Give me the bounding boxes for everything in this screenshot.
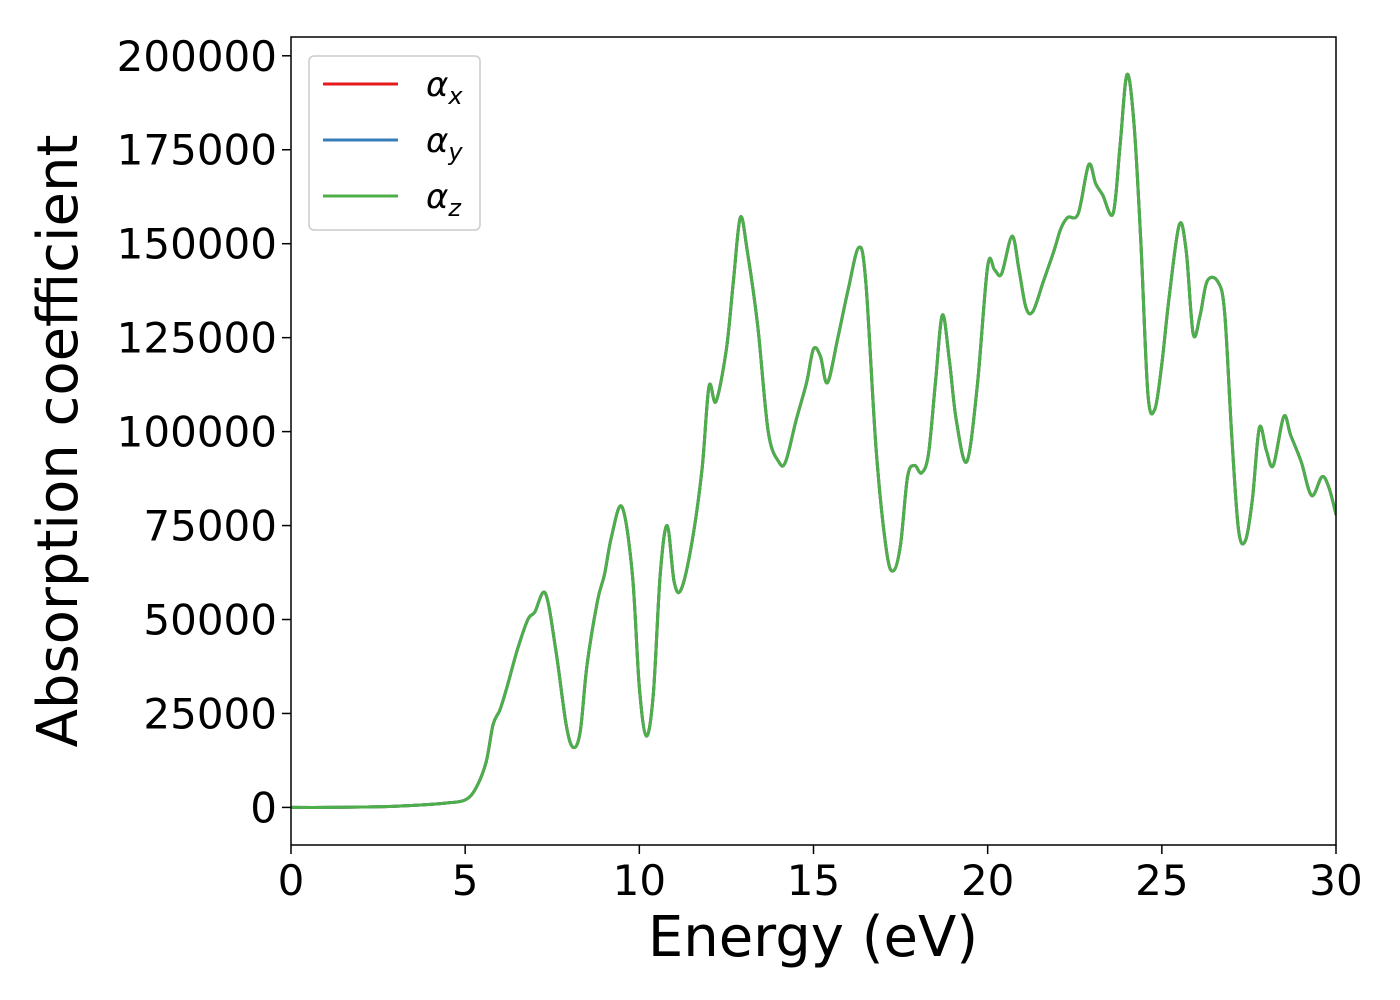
- x-tick-label: 30: [1309, 856, 1362, 905]
- y-tick-label: 50000: [143, 596, 277, 645]
- y-tick-label: 150000: [117, 220, 277, 269]
- legend-label-x: αx: [426, 65, 463, 110]
- y-tick-label: 100000: [117, 408, 277, 457]
- x-tick-label: 0: [278, 856, 305, 905]
- legend-label-y: αy: [426, 121, 463, 166]
- y-axis-title: Absorption coefficient: [26, 135, 91, 748]
- legend: αx αy αz: [308, 55, 481, 231]
- series-line-z: [291, 72, 1336, 809]
- y-tick-label: 125000: [117, 314, 277, 363]
- y-tick-label: 175000: [117, 126, 277, 175]
- x-tick-label: 5: [452, 856, 479, 905]
- legend-label-z: αz: [426, 177, 462, 222]
- y-tick-label: 25000: [143, 689, 277, 738]
- legend-box: [308, 55, 481, 231]
- y-tick-label: 200000: [117, 32, 277, 81]
- y-tick-label: 0: [250, 783, 277, 832]
- x-axis: 0 5 10 15 20 25 30: [278, 845, 1363, 905]
- x-tick-label: 20: [961, 856, 1014, 905]
- x-tick-label: 15: [787, 856, 840, 905]
- series-layer: [291, 72, 1336, 809]
- x-axis-title: Energy (eV): [648, 905, 978, 970]
- x-tick-label: 25: [1135, 856, 1188, 905]
- y-axis: 0 25000 50000 75000 100000 125000 150000 175000…: [117, 32, 291, 832]
- x-tick-label: 10: [613, 856, 666, 905]
- y-tick-label: 75000: [143, 502, 277, 551]
